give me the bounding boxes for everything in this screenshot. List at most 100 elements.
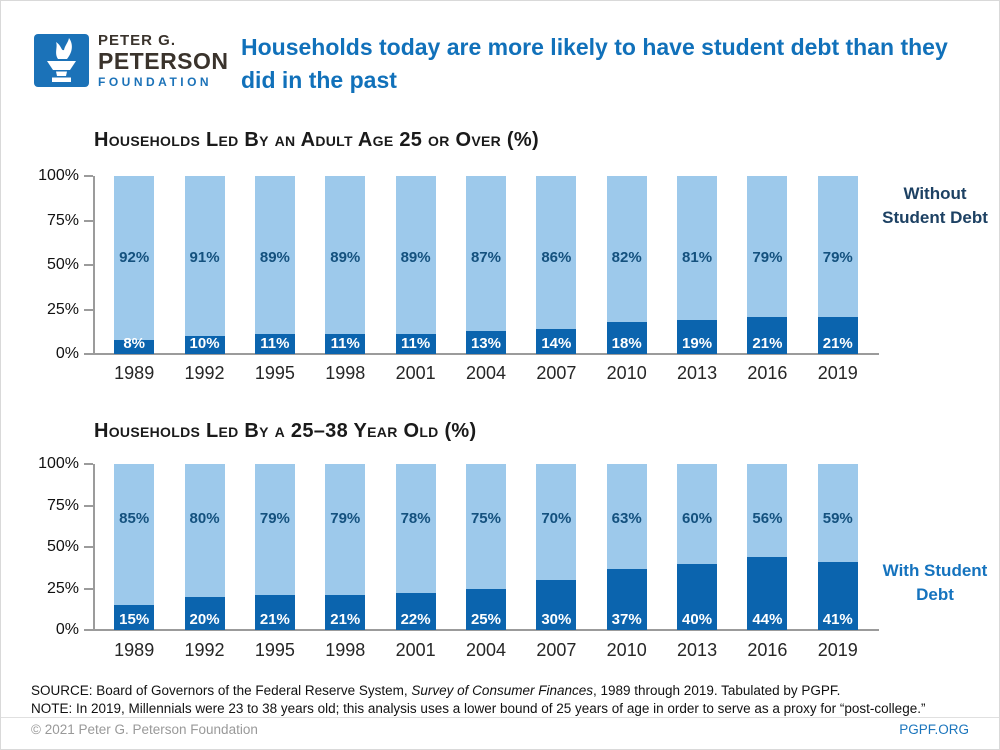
source-note: SOURCE: Board of Governors of the Federa… bbox=[31, 683, 969, 698]
x-tick-label: 1998 bbox=[325, 640, 366, 660]
segment-with-student-debt bbox=[606, 321, 647, 354]
logo-line-peter-g: PETER G. bbox=[98, 32, 177, 49]
segment-with-student-debt bbox=[254, 334, 295, 354]
pgpf-logo bbox=[34, 34, 89, 87]
segment-without-student-debt bbox=[606, 464, 647, 569]
stacked-bar-1995: 79% 21% bbox=[240, 464, 310, 630]
logo-wordmark: PETER G. PETERSON FOUNDATION bbox=[98, 33, 229, 88]
segment-with-student-debt bbox=[325, 595, 366, 630]
stacked-bar-2004: 87% 13% bbox=[451, 176, 521, 354]
y-tick bbox=[84, 175, 93, 177]
y-tick bbox=[84, 353, 93, 355]
stacked-bar-2010: 63% 37% bbox=[592, 464, 662, 630]
segment-with-student-debt bbox=[817, 316, 858, 354]
chart1-plot: 100% 75% 50% 25% 0% 92% 8% 91% 10% 89% 11% 89% 11% 89… bbox=[38, 167, 879, 362]
x-tick-label: 1998 bbox=[325, 363, 366, 383]
chart2-title: Households Led By a 25–38 Year Old (%) bbox=[94, 420, 477, 442]
segment-without-student-debt bbox=[184, 464, 225, 597]
stacked-bar-1989: 85% 15% bbox=[99, 464, 169, 630]
value-label-without: 60% bbox=[682, 510, 713, 528]
segment-without-student-debt bbox=[747, 176, 788, 317]
x-axis-line bbox=[93, 353, 879, 355]
stacked-bar-2001: 78% 22% bbox=[380, 464, 450, 630]
x-tick-label: 2004 bbox=[465, 363, 506, 383]
segment-without-student-debt bbox=[395, 176, 436, 335]
y-axis-line bbox=[93, 464, 95, 630]
x-tick-label: 1995 bbox=[254, 363, 295, 383]
x-tick-label: 2019 bbox=[817, 363, 858, 383]
page-title: Households today are more likely to have… bbox=[241, 34, 948, 93]
value-label-without: 89% bbox=[400, 248, 431, 266]
segment-with-student-debt bbox=[325, 334, 366, 354]
stacked-bar-2010: 82% 18% bbox=[592, 176, 662, 354]
stacked-bar-1992: 80% 20% bbox=[169, 464, 239, 630]
y-tick-label: 25% bbox=[46, 579, 79, 597]
y-tick-label: 0% bbox=[55, 345, 79, 362]
y-tick bbox=[84, 219, 93, 222]
x-axis-line bbox=[93, 629, 879, 631]
segment-with-student-debt bbox=[254, 595, 295, 630]
value-label-without: 59% bbox=[822, 510, 853, 528]
value-label-with: 30% bbox=[541, 611, 572, 628]
x-tick-label: 1989 bbox=[114, 363, 155, 383]
value-label-with: 21% bbox=[752, 335, 783, 352]
value-label-with: 25% bbox=[470, 611, 501, 628]
segment-with-student-debt bbox=[536, 580, 577, 630]
segment-without-student-debt bbox=[325, 176, 366, 335]
copyright-text: © 2021 Peter G. Peterson Foundation bbox=[31, 722, 258, 737]
value-label-with: 21% bbox=[822, 335, 853, 352]
segment-with-student-debt bbox=[747, 316, 788, 354]
segment-without-student-debt bbox=[114, 464, 155, 606]
x-tick-label: 2007 bbox=[536, 363, 577, 383]
x-tick-label: 1992 bbox=[184, 363, 225, 383]
value-label-with: 13% bbox=[470, 335, 501, 352]
stacked-bar-1998: 79% 21% bbox=[310, 464, 380, 630]
value-label-with: 11% bbox=[260, 335, 290, 352]
footer-divider bbox=[1, 717, 999, 718]
segment-without-student-debt bbox=[114, 176, 155, 340]
stacked-bar-1998: 89% 11% bbox=[310, 176, 380, 354]
y-tick bbox=[84, 587, 93, 590]
x-tick-label: 2001 bbox=[395, 363, 436, 383]
segment-with-student-debt bbox=[677, 563, 718, 630]
source-suffix: , 1989 through 2019. Tabulated by PGPF. bbox=[592, 683, 841, 698]
stacked-bar-2019: 59% 41% bbox=[803, 464, 873, 630]
x-tick-label: 2010 bbox=[606, 363, 647, 383]
stacked-bar-1995: 89% 11% bbox=[240, 176, 310, 354]
y-tick-label: 25% bbox=[46, 300, 79, 318]
value-label-without: 79% bbox=[822, 248, 853, 266]
segment-without-student-debt bbox=[465, 464, 506, 589]
y-tick-label: 0% bbox=[55, 621, 79, 638]
segment-with-student-debt bbox=[184, 336, 225, 354]
value-label-with: 37% bbox=[611, 611, 642, 628]
value-label-without: 79% bbox=[752, 248, 783, 266]
segment-with-student-debt bbox=[606, 568, 647, 630]
value-label-with: 10% bbox=[189, 335, 220, 352]
value-label-with: 11% bbox=[330, 335, 360, 352]
segment-with-student-debt bbox=[536, 329, 577, 354]
value-label-with: 21% bbox=[330, 611, 361, 628]
segment-without-student-debt bbox=[536, 464, 577, 581]
segment-without-student-debt bbox=[677, 464, 718, 564]
value-label-with: 11% bbox=[401, 335, 431, 352]
logo-line-foundation: FOUNDATION bbox=[98, 75, 213, 89]
value-label-without: 89% bbox=[259, 248, 290, 266]
value-label-without: 91% bbox=[189, 248, 220, 266]
y-tick-label: 100% bbox=[38, 167, 79, 184]
x-tick-label: 1989 bbox=[114, 640, 155, 660]
y-axis-line bbox=[93, 176, 95, 354]
value-label-with: 40% bbox=[682, 611, 713, 628]
segment-with-student-debt bbox=[184, 596, 225, 630]
x-tick-label: 2013 bbox=[677, 363, 718, 383]
pgpf-org-link[interactable]: PGPF.ORG bbox=[899, 722, 969, 737]
chart1-legend-without-student-debt: Without Student Debt bbox=[882, 184, 988, 227]
stacked-bar-2007: 70% 30% bbox=[521, 464, 591, 630]
y-tick-label: 50% bbox=[46, 538, 79, 555]
stacked-bar-2016: 56% 44% bbox=[732, 464, 802, 630]
value-label-without: 80% bbox=[189, 510, 220, 528]
x-tick-label: 2019 bbox=[817, 640, 858, 660]
value-label-without: 56% bbox=[752, 510, 783, 528]
y-tick bbox=[84, 308, 93, 311]
x-tick-label: 2016 bbox=[747, 640, 788, 660]
